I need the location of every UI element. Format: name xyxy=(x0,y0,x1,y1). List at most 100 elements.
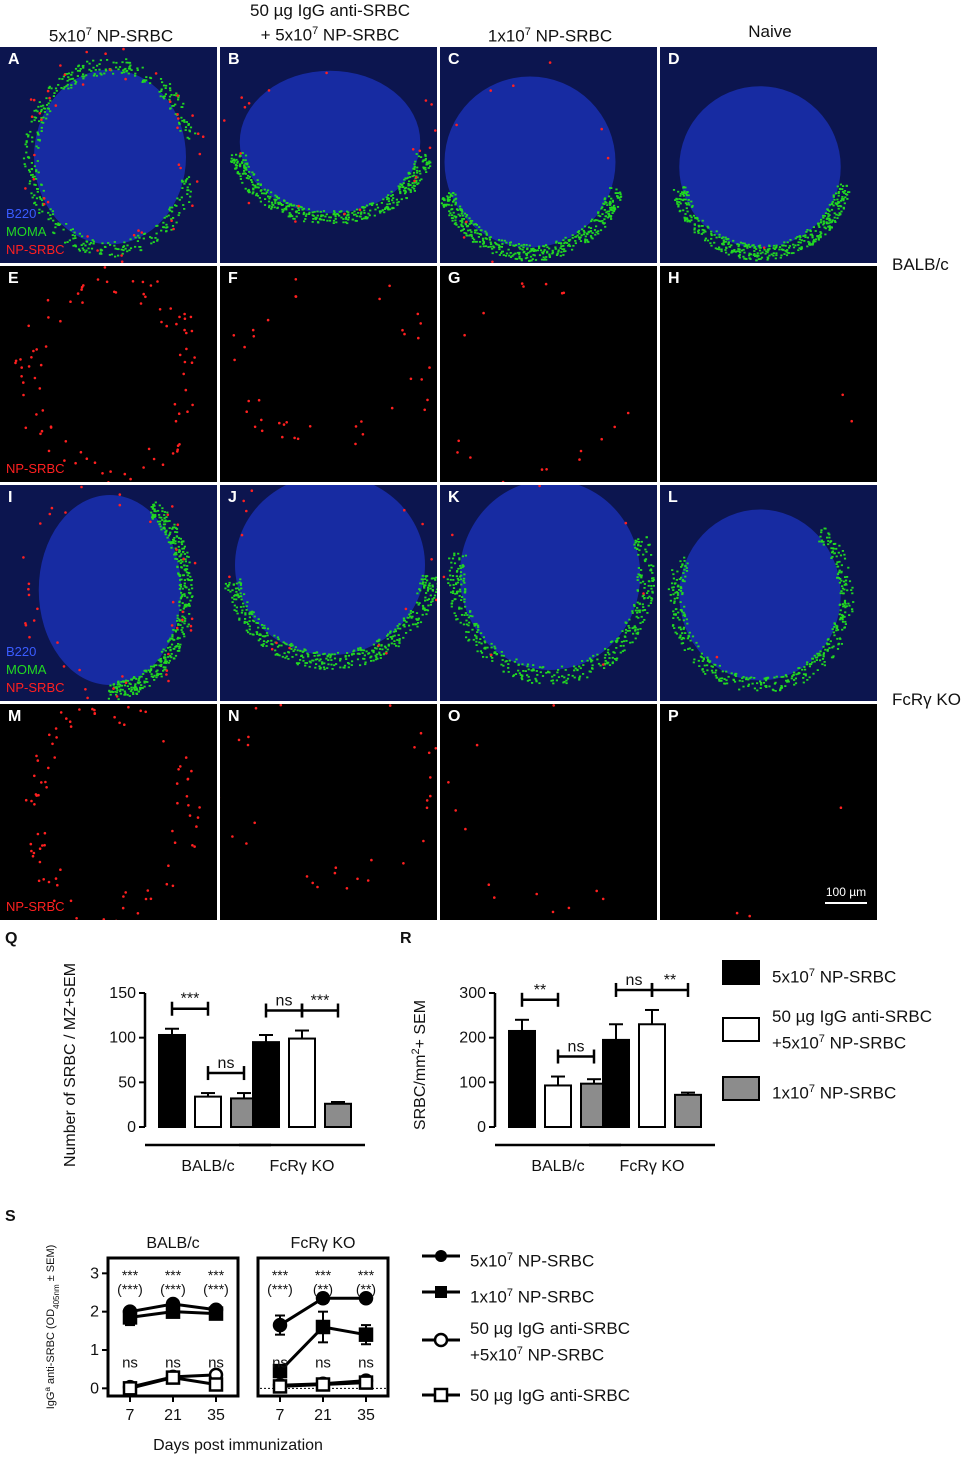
data-point xyxy=(208,1377,224,1392)
panel-letter: D xyxy=(668,51,680,68)
data-point xyxy=(165,1370,181,1385)
significance-label: ns xyxy=(208,1354,224,1371)
bar xyxy=(288,1037,316,1128)
x-tick-label: 21 xyxy=(314,1407,332,1424)
panel-letter: K xyxy=(448,489,460,506)
data-point xyxy=(315,1291,331,1306)
y-tick-label: 100 xyxy=(109,1030,136,1047)
x-tick-label: 7 xyxy=(126,1407,135,1424)
line-legend-marker-2 xyxy=(422,1286,460,1298)
bar xyxy=(324,1102,352,1128)
y-tick-label: 50 xyxy=(118,1074,136,1091)
line-legend-label-3: 50 µg IgG anti-SRBC +5x107 NP-SRBC xyxy=(470,1319,631,1365)
panel-letter: O xyxy=(448,708,461,725)
y-axis-label-sup: 2 xyxy=(410,1048,422,1054)
micrograph-grid: A B220 MOMA NP-SRBC B C D E NP-SRBC F G H I B220 MOMA N… xyxy=(0,47,877,921)
bar-legend-swatch-3 xyxy=(722,1076,760,1101)
data-point xyxy=(208,1306,224,1321)
micrograph-panel: K xyxy=(440,485,657,701)
stain-label-np: NP-SRBC xyxy=(6,242,65,257)
bar xyxy=(674,1093,702,1128)
bar xyxy=(158,1033,186,1128)
significance-label: *** xyxy=(181,991,200,1008)
stain-legend: NP-SRBC xyxy=(6,460,65,478)
panel-letter: G xyxy=(448,270,461,287)
panel-letter: M xyxy=(8,708,22,725)
micrograph-panel: L xyxy=(660,485,877,701)
y-tick-label: 2 xyxy=(90,1304,99,1321)
figure-letter-s: S xyxy=(5,1208,16,1225)
y-tick-label: 200 xyxy=(459,1030,486,1047)
significance-label: ns xyxy=(568,1039,585,1056)
y-axis-label-sup: a xyxy=(43,1387,52,1392)
micrograph-panel: J xyxy=(220,485,437,701)
panel-title: FcRγ KO xyxy=(291,1235,356,1252)
significance-label: ns xyxy=(315,1354,331,1371)
panel-letter: E xyxy=(8,270,19,287)
micrograph-panel: O xyxy=(440,704,657,920)
stain-legend: B220 MOMA NP-SRBC xyxy=(6,643,65,697)
x-tick-label: 7 xyxy=(276,1407,285,1424)
micrograph-panel: I B220 MOMA NP-SRBC xyxy=(0,485,217,701)
micrograph-panel: D xyxy=(660,47,877,263)
bar xyxy=(194,1095,222,1128)
bar xyxy=(638,1023,666,1128)
bar-legend-swatch-1 xyxy=(722,960,760,985)
micrograph-panel: F xyxy=(220,266,437,482)
figure-letter-q: Q xyxy=(5,930,18,947)
significance-label: ns xyxy=(165,1354,181,1371)
significance-label: ** xyxy=(534,982,546,999)
significance-label: *** xyxy=(208,1267,225,1283)
panel-letter: A xyxy=(8,51,20,68)
x-tick-label: 35 xyxy=(207,1407,225,1424)
row-label-balbc: BALB/c xyxy=(892,255,949,274)
micrograph-panel: M NP-SRBC xyxy=(0,704,217,920)
significance-label: ns xyxy=(358,1354,374,1371)
group-label: FcRγ KO xyxy=(620,1158,685,1175)
stain-label-b220: B220 xyxy=(6,644,37,659)
data-point xyxy=(358,1327,374,1342)
group-label: BALB/c xyxy=(181,1158,234,1175)
bar-legend-label-1: 5x107 NP-SRBC xyxy=(772,967,897,987)
y-axis-label-sub: 405nm xyxy=(52,1284,61,1309)
chart-q: 0 50 100 150 Number of SRBC / MZ+SEM BALB/c Fc… xyxy=(55,935,365,1185)
bar-legend-swatch-2 xyxy=(722,1017,760,1042)
significance-label: *** xyxy=(122,1267,139,1283)
bar xyxy=(602,1038,630,1128)
panel-letter: J xyxy=(228,489,237,506)
micrograph-panel: G xyxy=(440,266,657,482)
group-label: FcRγ KO xyxy=(270,1158,335,1175)
micrograph-panel: P xyxy=(660,704,877,920)
significance-label: ns xyxy=(272,1354,288,1371)
micrograph-panel: A B220 MOMA NP-SRBC xyxy=(0,47,217,263)
y-tick-label: 0 xyxy=(90,1380,99,1397)
stain-legend: NP-SRBC xyxy=(6,898,65,916)
panel-letter: C xyxy=(448,51,460,68)
x-tick-label: 35 xyxy=(357,1407,375,1424)
panel-letter: N xyxy=(228,708,240,725)
micrograph-panel: H xyxy=(660,266,877,482)
significance-label: (**) xyxy=(356,1281,376,1297)
stain-label-moma: MOMA xyxy=(6,662,47,677)
significance-label: ns xyxy=(276,993,293,1010)
y-axis-label: Number of SRBC / MZ+SEM xyxy=(62,963,79,1167)
micrograph-panel: N xyxy=(220,704,437,920)
y-axis-label-post: + SEM xyxy=(412,1000,429,1048)
y-tick-label: 1 xyxy=(90,1342,99,1359)
significance-label: ** xyxy=(664,972,676,989)
data-point xyxy=(315,1377,331,1392)
panel-letter: I xyxy=(8,489,13,506)
y-axis-label-mid: anti-SRBC (OD xyxy=(45,1309,57,1387)
y-tick-label: 3 xyxy=(90,1265,99,1282)
column-header-4: Naive xyxy=(748,22,792,41)
stain-label-np: NP-SRBC xyxy=(6,899,65,914)
stain-label-b220: B220 xyxy=(6,206,37,221)
panel-letter: L xyxy=(668,489,678,506)
line-legend-label-2: 1x107 NP-SRBC xyxy=(470,1287,595,1307)
data-point xyxy=(272,1317,288,1333)
scale-bar-line xyxy=(825,902,867,904)
significance-label: *** xyxy=(272,1267,289,1283)
panel-letter: H xyxy=(668,270,680,287)
line-legend-label-1: 5x107 NP-SRBC xyxy=(470,1251,595,1271)
data-point xyxy=(122,1310,138,1325)
